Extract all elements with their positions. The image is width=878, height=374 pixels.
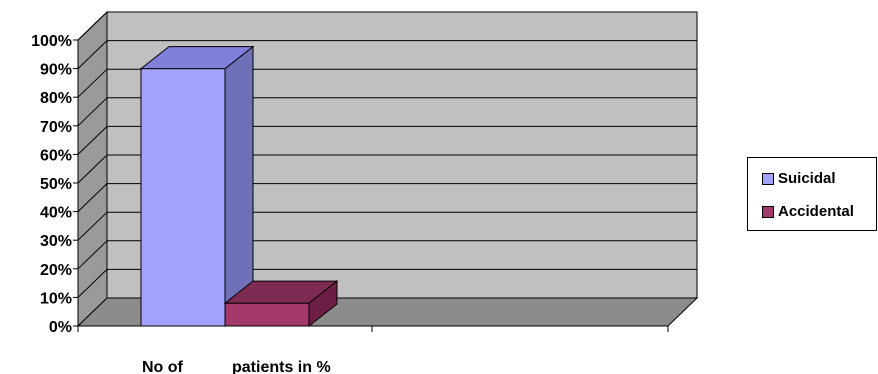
y-tick-label: 30% [40, 233, 72, 250]
bar-suicidal [139, 45, 255, 328]
y-axis-tick-labels: 0% 10% 20% 30% 40% 50% 60% 70% 80% 90% 100% [31, 33, 72, 336]
y-tick-label: 10% [40, 290, 72, 307]
gridline-side [77, 126, 108, 155]
gridline-side [77, 269, 108, 298]
gridline-side [77, 183, 108, 212]
y-tick-label: 80% [40, 90, 72, 107]
y-tick-label: 20% [40, 262, 72, 279]
y-tick-label: 0% [49, 319, 72, 336]
bar-top [139, 46, 255, 70]
bars [139, 45, 339, 328]
bar-front [224, 302, 310, 327]
bar-top [223, 280, 339, 304]
legend-label-suicidal: Suicidal [778, 170, 836, 187]
y-tick-label: 40% [40, 205, 72, 222]
gridline-side [77, 11, 108, 41]
y-tick-label: 100% [31, 33, 72, 50]
legend-label-accidental: Accidental [778, 203, 854, 220]
y-tick-label: 90% [40, 62, 72, 79]
y-tick-label: 60% [40, 147, 72, 164]
gridline-side [77, 68, 108, 98]
category-label-part-1: No of [142, 359, 184, 374]
legend: Suicidal Accidental [747, 157, 877, 231]
gridline-side [77, 240, 108, 270]
category-label-part-2: patients in % [232, 359, 331, 374]
gridline-side [77, 40, 108, 69]
bar-front [140, 68, 226, 327]
gridline-side [77, 211, 108, 241]
legend-item-accidental: Accidental [762, 203, 854, 220]
x-axis [77, 325, 669, 332]
gridline-side [77, 97, 108, 127]
y-tick-label: 70% [40, 119, 72, 136]
bar-accidental [223, 280, 339, 328]
legend-swatch-suicidal [762, 172, 774, 185]
y-tick-label: 50% [40, 176, 72, 193]
legend-item-suicidal: Suicidal [762, 170, 836, 187]
gridline-side [77, 154, 108, 184]
legend-swatch-accidental [762, 205, 774, 218]
